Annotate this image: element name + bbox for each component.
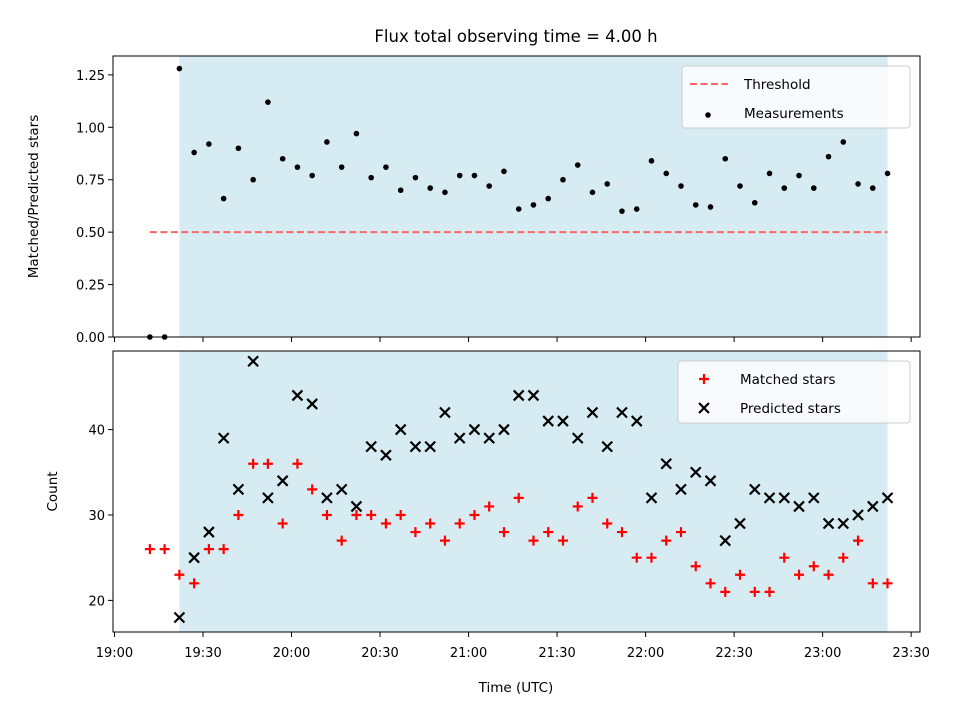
y-axis-title: Count bbox=[45, 471, 61, 511]
measurement-point bbox=[324, 139, 330, 145]
x-tick-label: 19:00 bbox=[96, 646, 133, 661]
legend-label: Matched stars bbox=[740, 372, 836, 388]
x-tick-label: 23:30 bbox=[892, 646, 929, 661]
measurement-point bbox=[678, 183, 684, 189]
y-tick-label: 1.25 bbox=[76, 69, 105, 84]
measurement-point bbox=[413, 175, 419, 181]
measurement-point bbox=[383, 164, 389, 170]
measurement-point bbox=[590, 190, 596, 196]
x-tick-label: 23:00 bbox=[804, 646, 841, 661]
measurement-point bbox=[575, 162, 581, 168]
measurement-point bbox=[870, 185, 876, 191]
measurement-point bbox=[545, 196, 551, 202]
measurement-point bbox=[236, 145, 242, 151]
measurement-point bbox=[516, 206, 522, 212]
measurement-point bbox=[368, 175, 374, 181]
y-tick-label: 0.50 bbox=[76, 226, 105, 241]
x-tick-label: 21:00 bbox=[450, 646, 487, 661]
measurement-point bbox=[265, 99, 271, 105]
measurement-point bbox=[280, 156, 286, 162]
measurement-point bbox=[560, 177, 566, 183]
measurement-point bbox=[826, 154, 832, 160]
legend-label: Predicted stars bbox=[740, 401, 841, 417]
measurement-point bbox=[663, 171, 669, 177]
measurement-point bbox=[501, 169, 507, 175]
legend-measurement-swatch bbox=[705, 112, 711, 118]
measurement-point bbox=[604, 181, 610, 187]
measurement-point bbox=[486, 183, 492, 189]
y-tick-label: 0.25 bbox=[76, 279, 105, 294]
measurement-point bbox=[649, 158, 655, 164]
legend-label: Measurements bbox=[744, 106, 844, 122]
measurement-point bbox=[840, 139, 846, 145]
measurement-point bbox=[442, 190, 448, 196]
measurement-point bbox=[457, 173, 463, 179]
x-tick-label: 19:30 bbox=[184, 646, 221, 661]
measurement-point bbox=[885, 171, 891, 177]
measurement-point bbox=[767, 171, 773, 177]
y-tick-label: 30 bbox=[88, 509, 105, 524]
legend-label: Threshold bbox=[743, 77, 811, 93]
measurement-point bbox=[693, 202, 699, 208]
measurement-point bbox=[250, 177, 256, 183]
x-tick-label: 22:00 bbox=[627, 646, 664, 661]
measurement-point bbox=[206, 141, 212, 147]
y-tick-label: 40 bbox=[88, 424, 105, 439]
measurement-point bbox=[781, 185, 787, 191]
measurement-point bbox=[221, 196, 227, 202]
measurement-point bbox=[708, 204, 714, 210]
x-tick-label: 20:30 bbox=[361, 646, 398, 661]
measurement-point bbox=[339, 164, 345, 170]
flux-figure: Flux total observing time = 4.00 h Time … bbox=[0, 0, 960, 720]
x-axis-title: Time (UTC) bbox=[478, 680, 554, 696]
measurement-point bbox=[427, 185, 433, 191]
y-tick-label: 0.00 bbox=[76, 331, 105, 346]
x-tick-label: 21:30 bbox=[538, 646, 575, 661]
y-tick-label: 0.75 bbox=[76, 174, 105, 189]
y-tick-label: 1.00 bbox=[76, 121, 105, 136]
legend: Matched stars Predicted stars bbox=[678, 361, 910, 423]
measurement-point bbox=[191, 150, 197, 156]
measurement-point bbox=[722, 156, 728, 162]
measurement-point bbox=[752, 200, 758, 206]
chart-title: Flux total observing time = 4.00 h bbox=[374, 27, 657, 46]
measurement-point bbox=[295, 164, 301, 170]
measurement-point bbox=[811, 185, 817, 191]
y-tick-label: 20 bbox=[88, 594, 105, 609]
x-tick-label: 20:00 bbox=[273, 646, 310, 661]
y-axis-title: Matched/Predicted stars bbox=[26, 115, 42, 278]
measurement-point bbox=[472, 173, 478, 179]
measurement-point bbox=[737, 183, 743, 189]
measurement-point bbox=[177, 66, 183, 72]
legend: Threshold Measurements bbox=[682, 66, 910, 128]
x-tick-label: 22:30 bbox=[715, 646, 752, 661]
measurement-point bbox=[855, 181, 861, 187]
measurement-point bbox=[531, 202, 537, 208]
measurement-point bbox=[796, 173, 802, 179]
measurement-point bbox=[634, 206, 640, 212]
measurement-point bbox=[309, 173, 315, 179]
measurement-point bbox=[354, 131, 360, 137]
measurement-point bbox=[398, 187, 404, 193]
measurement-point bbox=[619, 208, 625, 214]
